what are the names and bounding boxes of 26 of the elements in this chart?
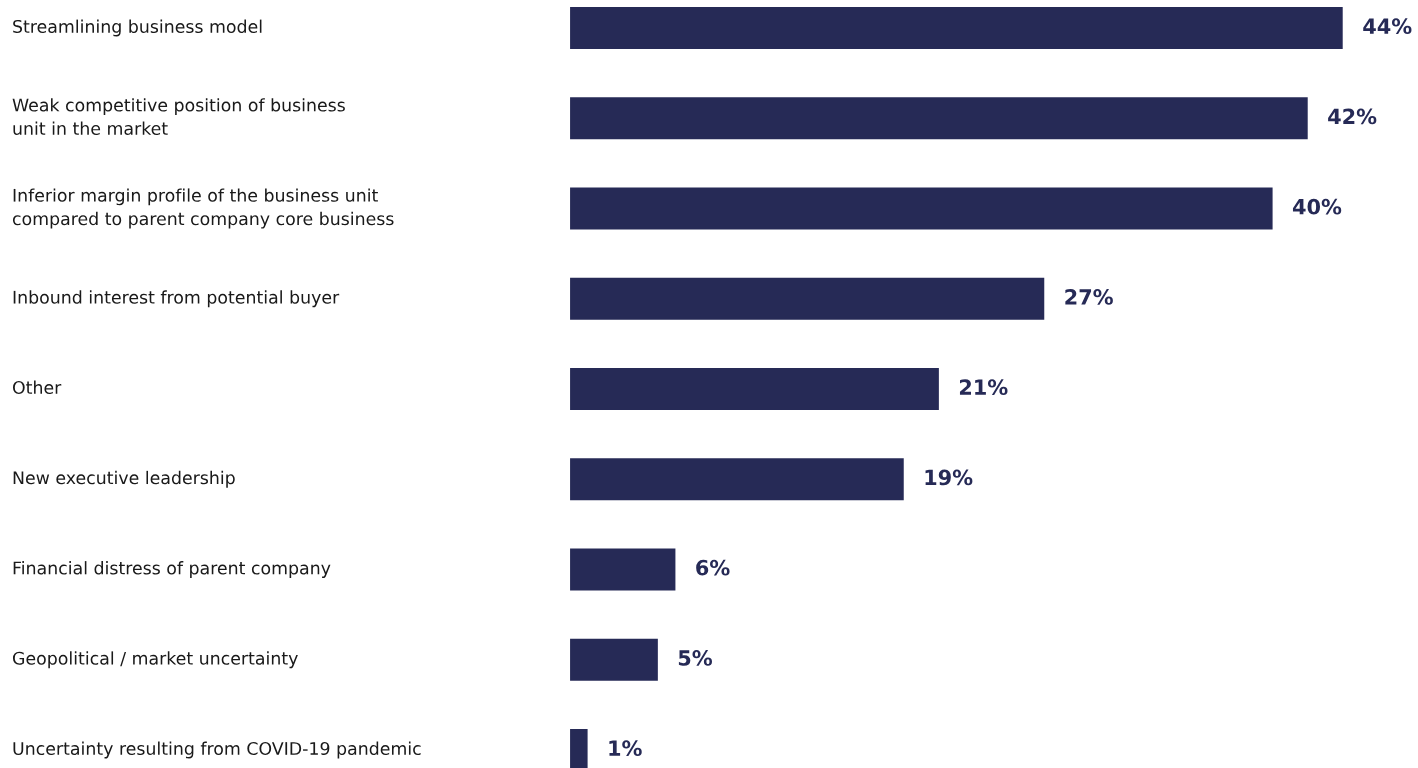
bar <box>570 548 676 591</box>
y-tick-label: Inbound interest from potential buyer <box>13 290 340 308</box>
y-tick-label: Uncertainty resulting from COVID-19 pandemic <box>13 741 421 759</box>
data-label: 44% <box>1363 18 1412 35</box>
y-tick-label: Geopolitical / market uncertainty <box>12 651 298 669</box>
data-label: 21% <box>959 379 1008 396</box>
data-label: 19% <box>925 469 973 486</box>
bar <box>570 97 1308 140</box>
y-tick-label: Streamlining business model <box>13 19 262 37</box>
y-tick-label: Inferior margin profile of the business unit compared to parent company core business <box>12 188 394 229</box>
y-tick-label: Weak competitive position of business unit in the market <box>12 98 345 135</box>
y-tick-label: New executive leadership <box>13 470 235 488</box>
y-tick-label: Financial distress of parent company <box>13 561 331 578</box>
data-label: 40% <box>1292 198 1342 215</box>
bar <box>570 187 1273 230</box>
bar <box>570 638 658 681</box>
data-label: 27% <box>1065 289 1113 305</box>
bar <box>570 7 1343 49</box>
y-tick-label: Other <box>12 380 62 395</box>
data-label: 5% <box>678 650 713 666</box>
data-label: 1% <box>609 740 642 757</box>
bar <box>570 277 1045 320</box>
bar <box>570 368 939 410</box>
data-label: 6% <box>696 559 730 576</box>
bar <box>570 458 904 501</box>
data-label: 42% <box>1328 108 1377 125</box>
